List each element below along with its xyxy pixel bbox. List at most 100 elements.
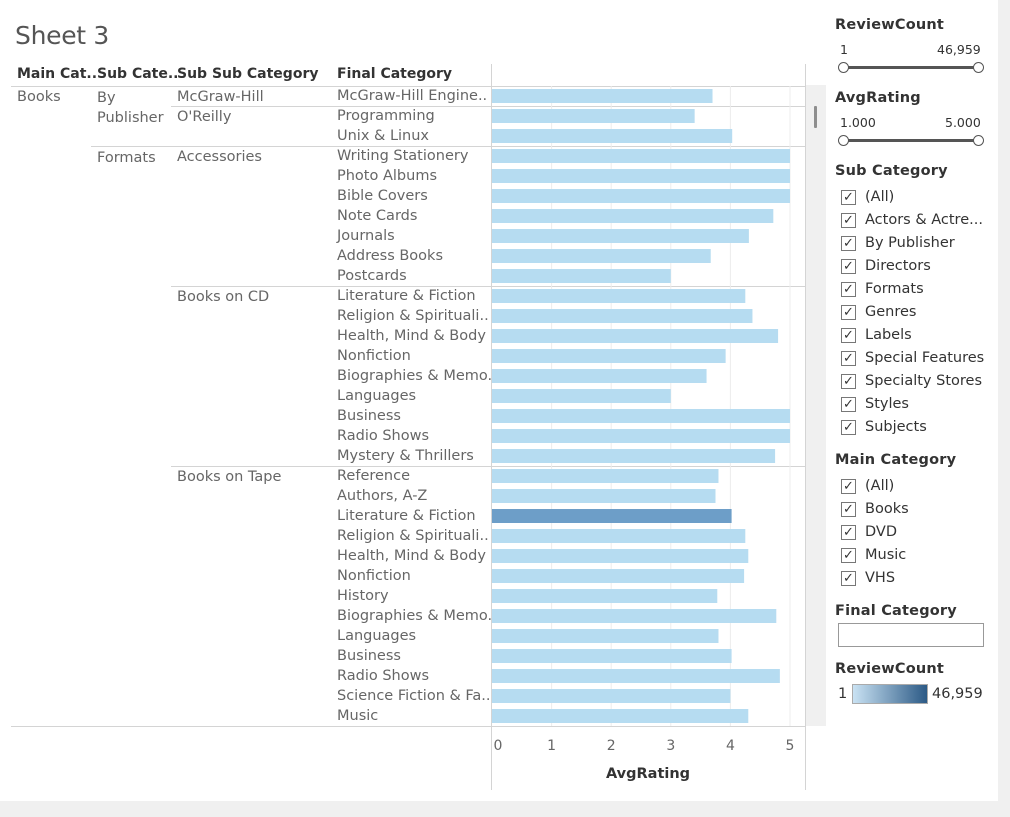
final-category-label[interactable]: Biographies & Memo.. bbox=[337, 368, 497, 384]
final-category-label[interactable]: Business bbox=[337, 408, 401, 424]
avgrating-slider-min-handle[interactable] bbox=[838, 135, 849, 146]
maincategory-option[interactable]: ✓ VHS bbox=[841, 568, 895, 588]
checkbox-checked-icon[interactable]: ✓ bbox=[841, 396, 856, 412]
bar[interactable] bbox=[492, 149, 790, 163]
final-category-label[interactable]: Photo Albums bbox=[337, 168, 437, 184]
subcategory-option[interactable]: ✓ (All) bbox=[841, 187, 894, 207]
bar[interactable] bbox=[492, 469, 719, 483]
checkbox-checked-icon[interactable]: ✓ bbox=[841, 547, 856, 563]
final-category-label[interactable]: Note Cards bbox=[337, 208, 418, 224]
bar[interactable] bbox=[492, 529, 746, 543]
bar[interactable] bbox=[492, 609, 777, 623]
final-category-label[interactable]: Radio Shows bbox=[337, 428, 430, 444]
bar[interactable] bbox=[492, 429, 790, 443]
checkbox-checked-icon[interactable]: ✓ bbox=[841, 327, 856, 343]
final-category-label[interactable]: Journals bbox=[337, 228, 395, 244]
bar[interactable] bbox=[492, 249, 711, 263]
maincategory-option[interactable]: ✓ Books bbox=[841, 499, 909, 519]
bar[interactable] bbox=[492, 489, 716, 503]
header-main-category[interactable]: Main Cat.. bbox=[17, 66, 98, 82]
header-sub-sub-category[interactable]: Sub Sub Category bbox=[177, 66, 319, 82]
final-category-label[interactable]: Reference bbox=[337, 468, 411, 484]
maincategory-option[interactable]: ✓ (All) bbox=[841, 476, 894, 496]
subcategory-option[interactable]: ✓ By Publisher bbox=[841, 233, 955, 253]
checkbox-checked-icon[interactable]: ✓ bbox=[841, 350, 856, 366]
sub-sub-category-label[interactable]: McGraw-Hill bbox=[177, 89, 264, 105]
checkbox-checked-icon[interactable]: ✓ bbox=[841, 189, 856, 205]
subcategory-option[interactable]: ✓ Directors bbox=[841, 256, 931, 276]
final-category-label[interactable]: Literature & Fiction bbox=[337, 288, 476, 304]
bar[interactable] bbox=[492, 349, 726, 363]
bar[interactable] bbox=[492, 449, 776, 463]
final-category-label[interactable]: Science Fiction & Fa.. bbox=[337, 688, 491, 704]
checkbox-checked-icon[interactable]: ✓ bbox=[841, 524, 856, 540]
subcategory-option[interactable]: ✓ Formats bbox=[841, 279, 924, 299]
subcategory-option[interactable]: ✓ Actors & Actre... bbox=[841, 210, 983, 230]
header-final-category[interactable]: Final Category bbox=[337, 66, 453, 82]
final-category-label[interactable]: Languages bbox=[337, 388, 417, 404]
bar[interactable] bbox=[492, 669, 780, 683]
checkbox-checked-icon[interactable]: ✓ bbox=[841, 281, 856, 297]
bar[interactable] bbox=[492, 109, 695, 123]
checkbox-checked-icon[interactable]: ✓ bbox=[841, 373, 856, 389]
final-category-label[interactable]: Religion & Spirituali.. bbox=[337, 528, 489, 544]
sub-category-label[interactable]: By Publisher bbox=[97, 90, 164, 126]
sub-sub-category-label[interactable]: O'Reilly bbox=[177, 109, 232, 125]
checkbox-checked-icon[interactable]: ✓ bbox=[841, 570, 856, 586]
checkbox-checked-icon[interactable]: ✓ bbox=[841, 235, 856, 251]
final-category-label[interactable]: McGraw-Hill Engine.. bbox=[337, 88, 488, 104]
bar[interactable] bbox=[492, 269, 671, 283]
finalcategory-search-input[interactable] bbox=[838, 623, 984, 647]
final-category-label[interactable]: Biographies & Memo.. bbox=[337, 608, 497, 624]
bar[interactable] bbox=[492, 289, 746, 303]
checkbox-checked-icon[interactable]: ✓ bbox=[841, 304, 856, 320]
final-category-label[interactable]: Address Books bbox=[337, 248, 443, 264]
maincategory-option[interactable]: ✓ DVD bbox=[841, 522, 897, 542]
sub-sub-category-label[interactable]: Books on CD bbox=[177, 289, 270, 305]
final-category-label[interactable]: Bible Covers bbox=[337, 188, 428, 204]
bar[interactable] bbox=[492, 569, 745, 583]
header-sub-category[interactable]: Sub Cate.. bbox=[97, 66, 179, 82]
subcategory-option[interactable]: ✓ Subjects bbox=[841, 417, 927, 437]
final-category-label[interactable]: Business bbox=[337, 648, 401, 664]
bar[interactable] bbox=[492, 409, 790, 423]
bar[interactable] bbox=[492, 589, 718, 603]
sub-sub-category-label[interactable]: Accessories bbox=[177, 149, 262, 165]
checkbox-checked-icon[interactable]: ✓ bbox=[841, 478, 856, 494]
sub-sub-category-label[interactable]: Books on Tape bbox=[177, 469, 282, 485]
bar[interactable] bbox=[492, 709, 749, 723]
bar[interactable] bbox=[492, 509, 732, 523]
reviewcount-slider-track[interactable] bbox=[843, 66, 979, 69]
subcategory-option[interactable]: ✓ Genres bbox=[841, 302, 916, 322]
final-category-label[interactable]: Languages bbox=[337, 628, 417, 644]
final-category-label[interactable]: Writing Stationery bbox=[337, 148, 469, 164]
bar[interactable] bbox=[492, 209, 774, 223]
reviewcount-slider-min-handle[interactable] bbox=[838, 62, 849, 73]
subcategory-option[interactable]: ✓ Specialty Stores bbox=[841, 371, 982, 391]
scrollbar-thumb[interactable] bbox=[814, 106, 817, 128]
bar[interactable] bbox=[492, 689, 731, 703]
subcategory-option[interactable]: ✓ Labels bbox=[841, 325, 912, 345]
bar[interactable] bbox=[492, 229, 749, 243]
sub-category-label[interactable]: Formats bbox=[97, 150, 156, 166]
x-axis-title[interactable]: AvgRating bbox=[606, 766, 690, 782]
final-category-label[interactable]: Health, Mind & Body bbox=[337, 328, 486, 344]
final-category-label[interactable]: Programming bbox=[337, 108, 435, 124]
bar[interactable] bbox=[492, 389, 671, 403]
bar[interactable] bbox=[492, 89, 713, 103]
final-category-label[interactable]: Mystery & Thrillers bbox=[337, 448, 474, 464]
maincategory-option[interactable]: ✓ Music bbox=[841, 545, 906, 565]
subcategory-option[interactable]: ✓ Special Features bbox=[841, 348, 984, 368]
bar[interactable] bbox=[492, 629, 719, 643]
avgrating-slider-max-handle[interactable] bbox=[973, 135, 984, 146]
bar[interactable] bbox=[492, 189, 790, 203]
bar[interactable] bbox=[492, 649, 732, 663]
final-category-label[interactable]: Nonfiction bbox=[337, 568, 411, 584]
final-category-label[interactable]: Music bbox=[337, 708, 379, 724]
final-category-label[interactable]: Postcards bbox=[337, 268, 407, 284]
final-category-label[interactable]: Unix & Linux bbox=[337, 128, 430, 144]
final-category-label[interactable]: Health, Mind & Body bbox=[337, 548, 486, 564]
bar[interactable] bbox=[492, 329, 779, 343]
bar[interactable] bbox=[492, 309, 753, 323]
subcategory-option[interactable]: ✓ Styles bbox=[841, 394, 909, 414]
